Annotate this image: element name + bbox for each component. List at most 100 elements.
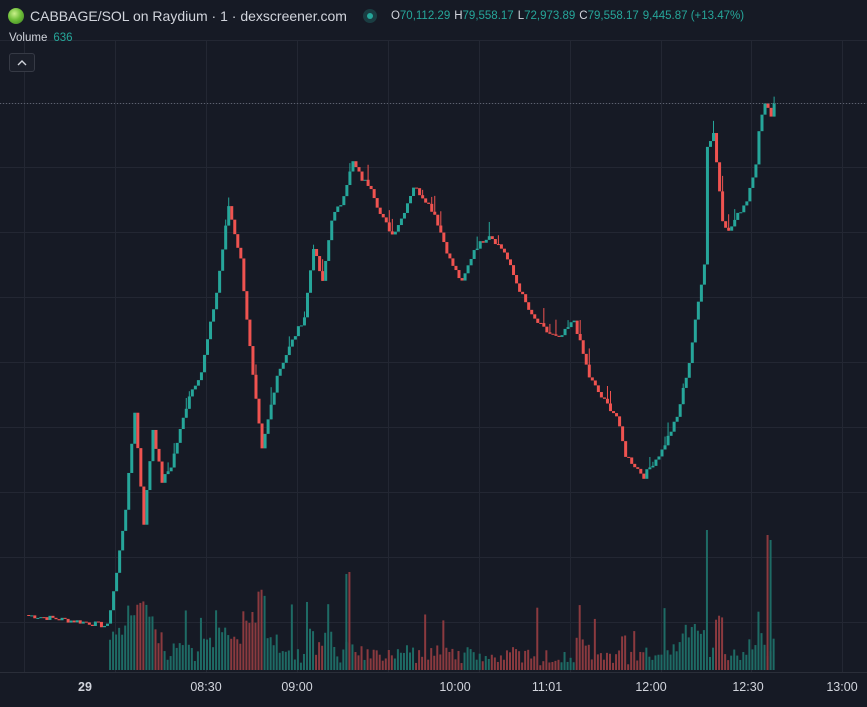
volume-label: Volume — [9, 32, 48, 44]
candle-body — [272, 392, 276, 405]
volume-bar — [478, 653, 481, 670]
volume-bar — [233, 636, 236, 670]
candle-body — [451, 258, 455, 266]
volume-bar — [615, 654, 618, 670]
volume-bar — [475, 659, 478, 670]
candle-body — [569, 322, 573, 328]
volume-bar — [687, 637, 690, 670]
volume-bar — [427, 659, 430, 670]
volume-bar — [351, 644, 354, 670]
volume-bar — [739, 659, 742, 670]
candle-body — [621, 426, 625, 442]
candle-body — [118, 550, 122, 573]
candle-body — [281, 362, 285, 369]
volume-bar — [639, 651, 642, 670]
candle-body — [527, 302, 531, 310]
volume-bar — [460, 663, 463, 670]
candle-body — [524, 294, 528, 303]
candle-body — [63, 617, 67, 619]
candle-body — [157, 448, 161, 462]
candle-body — [651, 465, 655, 468]
candle-body — [187, 396, 191, 409]
candle-body — [51, 615, 55, 618]
volume-bar — [254, 622, 257, 670]
candle-body — [305, 292, 309, 318]
volume-bar — [642, 652, 645, 670]
volume-bar — [318, 642, 321, 670]
volume-bar — [339, 662, 342, 670]
volume-bar — [293, 659, 296, 670]
candle-body — [124, 509, 128, 531]
candle-body — [660, 449, 664, 457]
candle-body — [481, 241, 485, 243]
candle-body — [230, 206, 234, 220]
candle-body — [175, 442, 179, 454]
volume-bar — [309, 628, 312, 670]
candle-body — [575, 320, 579, 334]
candle-body — [363, 179, 367, 181]
volume-bar — [484, 656, 487, 670]
candle-body — [654, 459, 658, 466]
candle-body — [181, 417, 185, 430]
candle-body — [615, 413, 619, 417]
volume-bar — [212, 647, 215, 670]
candle-body — [318, 256, 322, 272]
candle-body — [666, 435, 670, 446]
candle-body — [442, 232, 446, 243]
volume-bar — [454, 659, 457, 670]
change-value: 9,445.87 (+13.47%) — [642, 10, 745, 22]
candle-body — [521, 291, 525, 295]
volume-bar — [566, 661, 569, 670]
volume-bar — [469, 649, 472, 670]
time-axis: 29 08:30 09:00 10:00 11:01 12:00 12:30 13:00 — [0, 672, 867, 694]
volume-bar — [575, 637, 578, 670]
volume-bar — [648, 656, 651, 670]
volume-bar — [736, 655, 739, 670]
volume-bar — [281, 651, 284, 670]
candle-body — [106, 623, 110, 626]
volume-bar — [439, 654, 442, 670]
volume-bar — [702, 630, 705, 670]
candle-body — [584, 353, 588, 365]
candle-body — [48, 615, 52, 620]
candle-body — [657, 456, 661, 460]
candle-body — [45, 617, 49, 620]
candle-body — [136, 412, 140, 449]
candle-body — [269, 404, 273, 420]
chart-header: CABBAGE/SOL on Raydium · 1 · dexscreener… — [8, 6, 744, 26]
candle-body — [257, 398, 261, 424]
candle-body — [415, 187, 419, 189]
volume-bar — [754, 645, 757, 670]
candle-body — [30, 615, 34, 617]
x-tick-label: 10:00 — [439, 680, 470, 694]
collapse-legend-button[interactable] — [9, 53, 35, 72]
candle-body — [630, 457, 634, 464]
candle-body — [121, 530, 125, 551]
candle-body — [769, 107, 773, 117]
volume-bar — [624, 635, 627, 670]
volume-bar — [766, 535, 769, 670]
candle-body — [539, 322, 543, 324]
candle-body — [702, 264, 706, 285]
candle-body — [151, 429, 155, 462]
volume-bar — [230, 638, 233, 670]
candle-body — [696, 301, 700, 320]
volume-bar — [405, 645, 408, 670]
candle-body — [490, 236, 494, 240]
candle-body — [608, 403, 612, 412]
candle-body — [312, 249, 316, 271]
volume-bar — [109, 639, 112, 670]
volume-bar — [236, 639, 239, 670]
volume-bar — [769, 540, 772, 670]
candle-body — [563, 328, 567, 336]
volume-bar — [251, 612, 254, 670]
candle-body — [675, 416, 679, 422]
volume-bar — [409, 652, 412, 670]
candle-body — [236, 234, 240, 248]
candle-body — [290, 339, 294, 347]
candle-body — [75, 620, 79, 623]
volume-bar — [269, 637, 272, 670]
candle-body — [293, 336, 297, 340]
volume-bar — [436, 645, 439, 670]
